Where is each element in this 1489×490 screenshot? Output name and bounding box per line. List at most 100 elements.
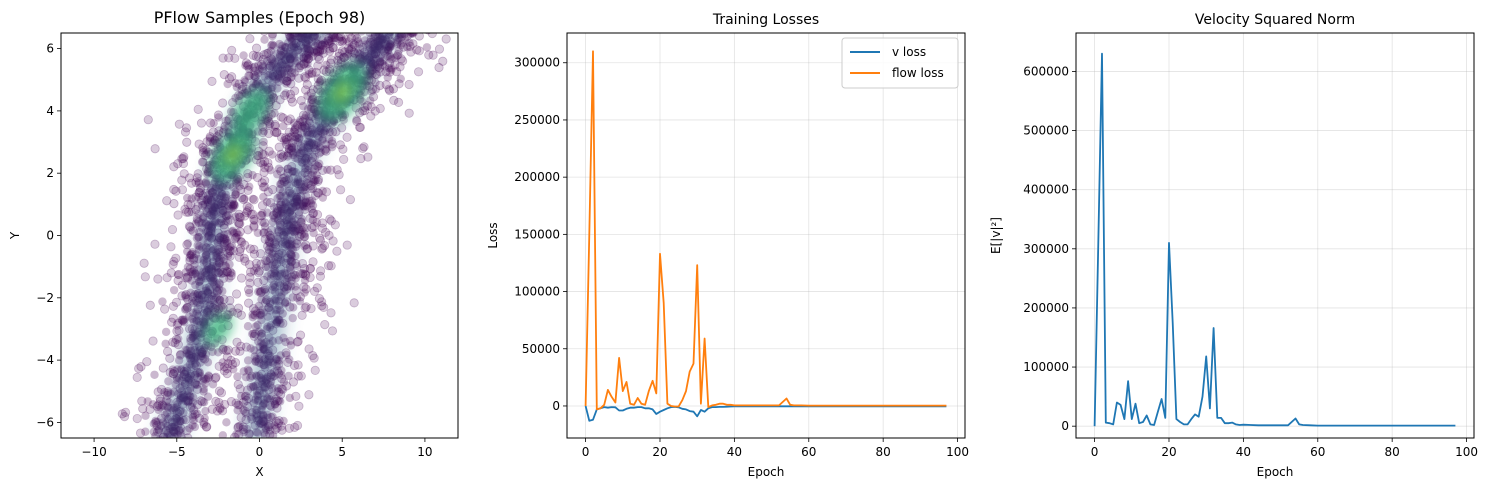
x-tick-label: 40 bbox=[1236, 445, 1251, 459]
sample-point bbox=[253, 320, 262, 330]
sample-point bbox=[318, 136, 327, 145]
sample-point bbox=[255, 287, 265, 296]
sample-point bbox=[216, 251, 225, 260]
sample-point bbox=[250, 216, 259, 226]
sample-point bbox=[306, 199, 316, 208]
sample-point bbox=[177, 154, 187, 164]
sample-point bbox=[301, 197, 311, 208]
sample-point bbox=[321, 41, 330, 50]
sample-point bbox=[244, 71, 254, 81]
sample-point bbox=[324, 46, 335, 56]
sample-point bbox=[231, 212, 240, 222]
losses-title: Training Losses bbox=[712, 12, 819, 28]
sample-point bbox=[135, 428, 146, 438]
sample-point bbox=[276, 370, 286, 380]
sample-point bbox=[193, 241, 202, 250]
sample-point bbox=[384, 84, 394, 94]
sample-point bbox=[248, 310, 257, 319]
sample-point bbox=[351, 33, 360, 41]
sample-point bbox=[117, 409, 127, 419]
sample-point bbox=[323, 36, 334, 46]
sample-point bbox=[182, 240, 192, 250]
sample-point bbox=[288, 313, 297, 323]
sample-point bbox=[326, 261, 336, 271]
sample-point bbox=[243, 356, 253, 365]
sample-point bbox=[199, 384, 208, 394]
sample-point bbox=[251, 356, 260, 366]
sample-point bbox=[249, 244, 259, 255]
sample-point bbox=[302, 174, 312, 184]
sample-point bbox=[265, 441, 273, 449]
sample-point bbox=[283, 151, 292, 160]
sample-point bbox=[305, 263, 315, 274]
sample-point bbox=[258, 217, 267, 227]
sample-point bbox=[292, 133, 302, 143]
sample-point bbox=[304, 390, 314, 400]
sample-point bbox=[323, 261, 334, 271]
sample-point bbox=[384, 64, 394, 73]
sample-point bbox=[235, 218, 245, 229]
sample-point bbox=[162, 390, 172, 400]
sample-point bbox=[403, 33, 412, 36]
y-tick-label: 250000 bbox=[514, 113, 560, 127]
sample-point bbox=[185, 424, 194, 433]
sample-point bbox=[155, 394, 165, 404]
sample-point bbox=[237, 391, 246, 401]
sample-point bbox=[434, 44, 445, 54]
sample-point bbox=[227, 359, 238, 369]
sample-point bbox=[318, 243, 328, 253]
sample-point bbox=[381, 80, 391, 90]
sample-point bbox=[408, 23, 416, 31]
sample-point bbox=[168, 301, 178, 311]
sample-point bbox=[312, 46, 323, 56]
sample-point bbox=[308, 241, 318, 251]
sample-point bbox=[252, 263, 261, 273]
sample-point bbox=[330, 33, 339, 43]
sample-point bbox=[236, 236, 246, 246]
sample-point bbox=[265, 256, 274, 265]
sample-point bbox=[187, 194, 196, 203]
sample-point bbox=[198, 191, 208, 201]
sample-point bbox=[245, 272, 255, 282]
sample-point bbox=[404, 4, 412, 12]
sample-point bbox=[188, 410, 197, 420]
legend-label-v-loss: v loss bbox=[892, 45, 926, 59]
sample-point bbox=[203, 194, 213, 203]
sample-point bbox=[241, 395, 252, 406]
sample-point bbox=[299, 264, 310, 274]
sample-point bbox=[158, 363, 168, 373]
sample-point bbox=[194, 413, 205, 423]
sample-point bbox=[272, 403, 282, 413]
sample-point bbox=[236, 310, 246, 320]
sample-point bbox=[172, 375, 181, 385]
sample-point bbox=[275, 95, 285, 105]
sample-point bbox=[310, 105, 319, 114]
series-0-line bbox=[1093, 52, 1456, 427]
sample-point bbox=[234, 79, 244, 89]
sample-point bbox=[227, 72, 237, 82]
sample-point bbox=[294, 210, 304, 220]
sample-point bbox=[366, 111, 376, 121]
sample-point bbox=[141, 427, 150, 436]
sample-point bbox=[237, 193, 247, 203]
sample-point bbox=[386, 23, 394, 31]
sample-point bbox=[307, 111, 317, 122]
losses-grid bbox=[567, 33, 965, 438]
sample-point bbox=[186, 251, 195, 260]
sample-point bbox=[315, 39, 326, 49]
sample-point bbox=[308, 168, 318, 177]
sample-point bbox=[173, 270, 183, 279]
sample-point bbox=[303, 54, 314, 64]
sample-point bbox=[132, 413, 142, 424]
y-tick-label: 200000 bbox=[1023, 301, 1069, 315]
sample-point bbox=[303, 178, 313, 189]
sample-point bbox=[248, 63, 258, 72]
losses-panel: Training Losses 0 20 40 60 80 100050000100000… bbox=[486, 12, 969, 479]
sample-point bbox=[287, 143, 297, 152]
sample-point bbox=[305, 213, 315, 224]
sample-point bbox=[245, 182, 254, 191]
sample-point bbox=[260, 33, 269, 36]
sample-point bbox=[389, 33, 393, 34]
sample-point bbox=[316, 47, 325, 56]
